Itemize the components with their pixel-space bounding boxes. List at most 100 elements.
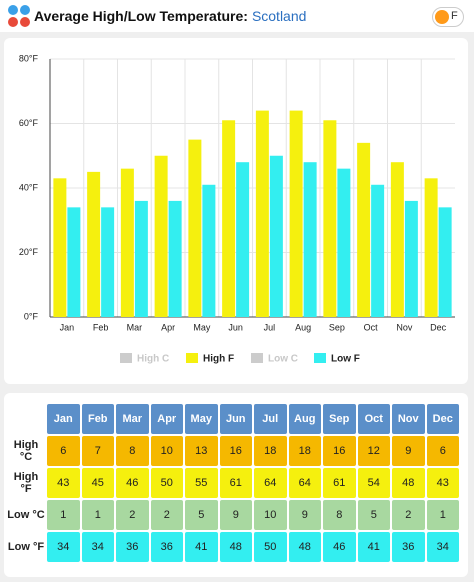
table-value: 18 (287, 435, 322, 467)
x-tick-label: Nov (396, 322, 413, 332)
table-value: 43 (46, 467, 81, 499)
bar (269, 155, 283, 317)
table-value: 61 (322, 467, 357, 499)
month-header: Jun (218, 403, 253, 435)
bar (390, 162, 404, 317)
legend-item[interactable]: Low C (251, 353, 298, 365)
table-value: 9 (287, 499, 322, 531)
bar (53, 178, 67, 317)
table-value: 7 (80, 435, 115, 467)
table-value: 8 (115, 435, 150, 467)
table-value: 41 (184, 531, 219, 563)
bar (289, 110, 303, 317)
bar (202, 184, 216, 317)
x-tick-label: Mar (127, 322, 143, 332)
table-value: 10 (253, 499, 288, 531)
bar (424, 178, 438, 317)
month-header: Feb (80, 403, 115, 435)
x-tick-label: May (193, 322, 211, 332)
chart: 0°F 20°F 40°F 60°F 80°F Jan Feb Mar Apr May Jun Jul… (19, 53, 455, 365)
table-value: 36 (115, 531, 150, 563)
y-tick-label: 60°F (19, 118, 39, 128)
x-tick-label: Dec (430, 322, 447, 332)
legend-swatch (251, 353, 263, 363)
y-tick-label: 20°F (19, 247, 39, 257)
x-tick-label: Jun (228, 322, 243, 332)
table-value: 16 (322, 435, 357, 467)
table-value: 54 (356, 467, 391, 499)
month-header: Oct (356, 403, 391, 435)
y-tick-label: 80°F (19, 53, 39, 63)
bar (438, 207, 452, 317)
legend-label: High F (203, 354, 234, 365)
x-tick-label: Sep (329, 322, 345, 332)
table-value: 50 (253, 531, 288, 563)
y-tick-label: 0°F (24, 311, 39, 321)
bar (87, 171, 101, 317)
legend-label: Low C (268, 354, 298, 365)
bar (222, 120, 236, 318)
toggle-label: F (451, 10, 458, 22)
month-header: Dec (425, 403, 460, 435)
bar (357, 142, 371, 317)
legend-swatch (186, 353, 198, 363)
table-value: 12 (356, 435, 391, 467)
table-value: 64 (287, 467, 322, 499)
table-value: 36 (391, 531, 426, 563)
unit-toggle[interactable]: F (432, 7, 464, 27)
bar (323, 120, 337, 318)
table-value: 48 (218, 531, 253, 563)
bar (404, 200, 418, 317)
bar (236, 162, 250, 317)
table-value: 41 (356, 531, 391, 563)
table-value: 16 (218, 435, 253, 467)
table-value: 46 (115, 467, 150, 499)
legend-item[interactable]: High F (186, 353, 234, 365)
bar (168, 200, 182, 317)
table-value: 34 (46, 531, 81, 563)
table-value: 1 (80, 499, 115, 531)
bar (371, 184, 385, 317)
table-value: 13 (184, 435, 219, 467)
bar (67, 207, 81, 317)
row-label: Low °C (6, 499, 46, 531)
table-value: 2 (149, 499, 184, 531)
table-value: 2 (115, 499, 150, 531)
bar (101, 207, 115, 317)
table-value: 6 (46, 435, 81, 467)
table-value: 8 (322, 499, 357, 531)
table-value: 34 (80, 531, 115, 563)
table-value: 45 (80, 467, 115, 499)
location-link[interactable]: Scotland (251, 8, 307, 24)
month-header: Nov (391, 403, 426, 435)
chart-panel (4, 38, 468, 384)
table-value: 1 (46, 499, 81, 531)
table-value: 55 (184, 467, 219, 499)
month-header: May (184, 403, 219, 435)
title-text: Average High/Low Temperature: (34, 8, 248, 24)
bar (255, 110, 269, 317)
row-label: High °C (6, 435, 46, 467)
legend-label: High C (137, 354, 169, 365)
legend-item[interactable]: Low F (314, 353, 360, 365)
app-icon (8, 5, 30, 27)
table-value: 2 (391, 499, 426, 531)
table-value: 64 (253, 467, 288, 499)
table-value: 9 (391, 435, 426, 467)
legend-swatch (314, 353, 326, 363)
table-value: 5 (184, 499, 219, 531)
x-tick-label: Oct (364, 322, 379, 332)
table-value: 9 (218, 499, 253, 531)
table-value: 5 (356, 499, 391, 531)
month-header: Jan (46, 403, 81, 435)
x-tick-label: Aug (295, 322, 311, 332)
legend-item[interactable]: High C (120, 353, 169, 365)
bar (188, 139, 202, 317)
table-value: 6 (425, 435, 460, 467)
month-header: Jul (253, 403, 288, 435)
table-value: 43 (425, 467, 460, 499)
month-header: Aug (287, 403, 322, 435)
row-label: Low °F (6, 531, 46, 563)
toggle-knob (435, 10, 449, 24)
